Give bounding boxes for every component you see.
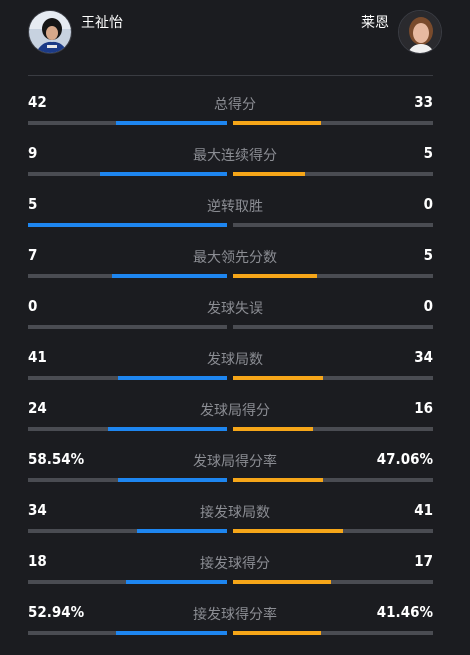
stat-label: 逆转取胜 — [207, 198, 263, 214]
stat-left-bar — [28, 172, 227, 176]
stat-label: 接发球得分 — [200, 555, 270, 571]
stat-left-bar — [28, 376, 227, 380]
stat-left-value: 41 — [28, 348, 47, 366]
stat-right-value: 0 — [423, 195, 433, 213]
stat-row: 41 发球局数 34 — [0, 348, 470, 399]
stat-left-bar — [28, 427, 227, 431]
stat-right-bar — [233, 631, 433, 635]
stat-right-bar — [233, 172, 433, 176]
stats-list: 42 总得分 33 9 最大连续得分 5 5 逆转取胜 0 7 最大领先分数 5 0 发球失误 0 41 发球局… — [0, 93, 470, 654]
stat-right-bar-fill — [233, 376, 323, 380]
stat-row: 42 总得分 33 — [0, 93, 470, 144]
stat-right-bar — [233, 223, 433, 227]
stat-left-bar — [28, 223, 227, 227]
stat-right-value: 0 — [423, 297, 433, 315]
stat-right-bar-fill — [233, 427, 313, 431]
stat-left-value: 18 — [28, 552, 47, 570]
stat-label: 接发球局数 — [200, 504, 270, 520]
stat-right-value: 5 — [423, 246, 433, 264]
stat-right-value: 34 — [414, 348, 433, 366]
stat-left-value: 9 — [28, 144, 38, 162]
match-header: 王祉怡 莱恩 — [0, 0, 470, 76]
stat-row: 58.54% 发球局得分率 47.06% — [0, 450, 470, 501]
stat-left-value: 7 — [28, 246, 38, 264]
player-right[interactable]: 莱恩 — [361, 10, 442, 54]
stat-left-value: 58.54% — [28, 450, 85, 468]
player-left-name: 王祉怡 — [81, 14, 123, 30]
stat-right-bar — [233, 580, 433, 584]
stat-left-bar-fill — [125, 580, 227, 584]
stat-right-bar-fill — [233, 121, 321, 125]
stat-right-bar — [233, 529, 433, 533]
stat-right-bar-fill — [233, 172, 305, 176]
stat-left-value: 0 — [28, 297, 38, 315]
stat-left-bar-fill — [115, 631, 227, 635]
player-right-name: 莱恩 — [361, 14, 389, 30]
stat-label: 发球失误 — [207, 300, 263, 316]
stat-label: 总得分 — [214, 96, 256, 112]
stat-right-value: 41 — [414, 501, 433, 519]
stat-right-value: 33 — [414, 93, 433, 111]
stat-right-value: 41.46% — [376, 603, 433, 621]
stat-left-bar-fill — [137, 529, 227, 533]
stat-left-bar — [28, 529, 227, 533]
stat-row: 52.94% 接发球得分率 41.46% — [0, 603, 470, 654]
stat-label: 最大连续得分 — [193, 147, 277, 163]
stat-right-bar — [233, 274, 433, 278]
stat-row: 5 逆转取胜 0 — [0, 195, 470, 246]
stat-row: 0 发球失误 0 — [0, 297, 470, 348]
stat-row: 18 接发球得分 17 — [0, 552, 470, 603]
stat-row: 7 最大领先分数 5 — [0, 246, 470, 297]
stat-left-bar-fill — [111, 274, 227, 278]
stat-label: 接发球得分率 — [193, 606, 277, 622]
stat-label: 发球局得分率 — [193, 453, 277, 469]
stat-right-bar — [233, 427, 433, 431]
stat-left-bar-fill — [115, 121, 227, 125]
stat-right-bar-fill — [233, 478, 323, 482]
stat-left-value: 5 — [28, 195, 38, 213]
stat-label: 最大领先分数 — [193, 249, 277, 265]
stat-right-bar-fill — [233, 529, 343, 533]
player-left-avatar — [28, 10, 72, 54]
stat-right-bar-fill — [233, 580, 331, 584]
stat-label: 发球局数 — [207, 351, 263, 367]
stat-right-bar — [233, 376, 433, 380]
stat-left-value: 52.94% — [28, 603, 85, 621]
stat-right-value: 5 — [423, 144, 433, 162]
stat-left-bar — [28, 121, 227, 125]
stat-right-bar — [233, 478, 433, 482]
stat-left-bar-fill — [107, 427, 227, 431]
stat-left-bar — [28, 478, 227, 482]
stat-row: 34 接发球局数 41 — [0, 501, 470, 552]
stat-left-bar-fill — [99, 172, 227, 176]
stat-left-bar-fill — [117, 478, 227, 482]
stat-left-bar — [28, 580, 227, 584]
player-left[interactable]: 王祉怡 — [28, 10, 123, 54]
stat-right-value: 16 — [414, 399, 433, 417]
stat-right-value: 47.06% — [376, 450, 433, 468]
stat-left-bar-fill — [28, 223, 227, 227]
stat-right-bar — [233, 325, 433, 329]
stat-left-value: 24 — [28, 399, 47, 417]
stat-left-bar — [28, 325, 227, 329]
stat-row: 24 发球局得分 16 — [0, 399, 470, 450]
stat-right-bar-fill — [233, 631, 321, 635]
stat-left-value: 34 — [28, 501, 47, 519]
stat-left-bar-fill — [117, 376, 227, 380]
stat-row: 9 最大连续得分 5 — [0, 144, 470, 195]
stat-right-bar-fill — [233, 274, 317, 278]
stat-right-value: 17 — [414, 552, 433, 570]
player-right-avatar — [398, 10, 442, 54]
stat-right-bar — [233, 121, 433, 125]
header-divider — [28, 75, 433, 76]
stat-left-bar — [28, 631, 227, 635]
stat-label: 发球局得分 — [200, 402, 270, 418]
stat-left-bar — [28, 274, 227, 278]
stat-left-value: 42 — [28, 93, 47, 111]
